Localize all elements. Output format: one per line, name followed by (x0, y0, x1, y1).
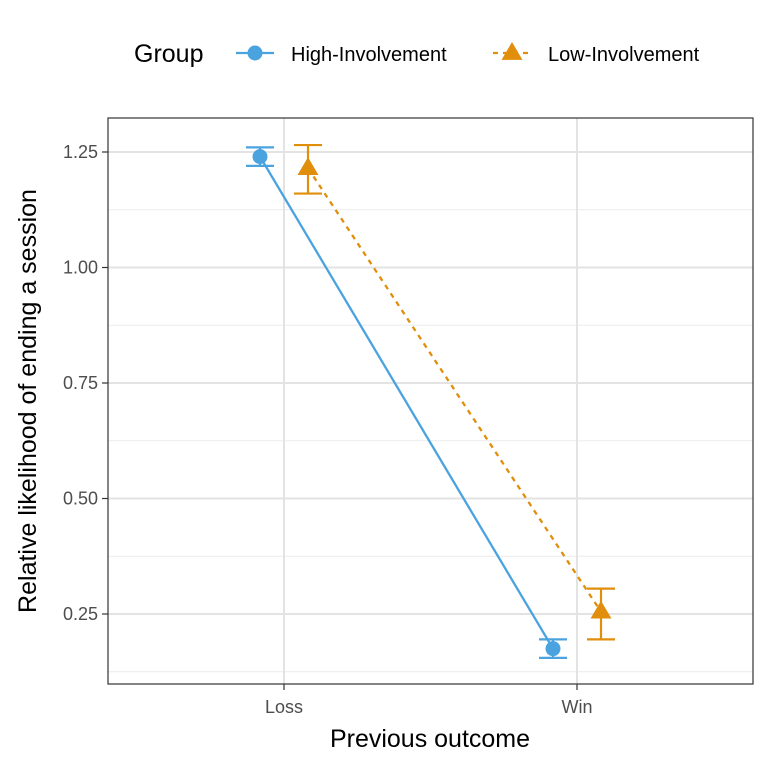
plot-panel (108, 118, 753, 684)
legend-item-label: High-Involvement (291, 44, 447, 66)
y-axis: 0.25 0.50 0.75 1.00 1.25 (63, 142, 108, 624)
y-tick-label: 1.00 (63, 258, 98, 278)
plot-border (107, 117, 754, 685)
legend: Group High-Involvement Low-Involvement (134, 40, 700, 68)
y-tick-label: 0.75 (63, 373, 98, 393)
legend-item-label: Low-Involvement (548, 44, 700, 66)
y-axis-title: Relative likelihood of ending a session (14, 189, 42, 613)
grid (108, 118, 753, 684)
legend-item: High-Involvement (236, 44, 447, 66)
legend-title: Group (134, 40, 203, 68)
y-tick-label: 1.25 (63, 142, 98, 162)
x-axis: Loss Win (265, 684, 593, 717)
x-tick-label: Loss (265, 697, 303, 717)
y-tick-label: 0.25 (63, 604, 98, 624)
data-point (297, 157, 319, 175)
x-axis-title: Previous outcome (330, 725, 530, 753)
data-point (545, 641, 561, 657)
series-line (307, 167, 602, 613)
data-point (590, 600, 612, 619)
legend-key-marker (501, 42, 523, 60)
legend-items: High-Involvement Low-Involvement (236, 42, 700, 66)
legend-key-marker (247, 45, 263, 61)
x-tick-label: Win (562, 697, 593, 717)
y-tick-label: 0.50 (63, 489, 98, 509)
series-high-involvement (246, 146, 567, 659)
series-layer (246, 143, 615, 659)
data-point (252, 149, 268, 165)
series-low-involvement (294, 143, 615, 641)
series-line (259, 156, 554, 650)
legend-item: Low-Involvement (493, 42, 700, 66)
